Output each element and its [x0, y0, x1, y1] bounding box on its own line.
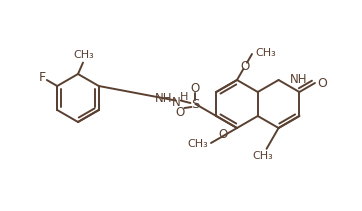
Text: O: O — [176, 106, 185, 119]
Text: CH₃: CH₃ — [187, 139, 208, 149]
Text: O: O — [317, 77, 327, 89]
Text: S: S — [191, 97, 199, 111]
Text: N: N — [172, 96, 181, 109]
Text: CH₃: CH₃ — [73, 50, 94, 60]
Text: CH₃: CH₃ — [252, 151, 273, 161]
Text: O: O — [240, 60, 250, 73]
Text: NH: NH — [290, 73, 307, 85]
Text: H: H — [180, 92, 188, 101]
Text: O: O — [219, 128, 228, 142]
Text: F: F — [39, 71, 46, 84]
Text: O: O — [191, 81, 200, 95]
Text: NH: NH — [155, 92, 173, 105]
Text: CH₃: CH₃ — [255, 48, 276, 58]
